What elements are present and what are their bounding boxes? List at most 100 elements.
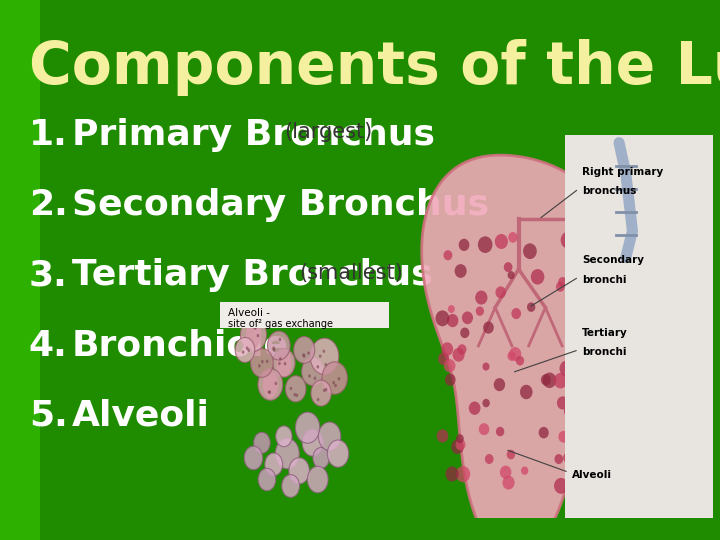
Circle shape bbox=[459, 239, 469, 251]
Circle shape bbox=[454, 264, 467, 278]
Circle shape bbox=[564, 405, 575, 417]
Ellipse shape bbox=[264, 372, 277, 397]
Circle shape bbox=[572, 246, 579, 254]
Text: 3.: 3. bbox=[29, 259, 68, 292]
Circle shape bbox=[273, 348, 276, 352]
Circle shape bbox=[279, 338, 282, 341]
Circle shape bbox=[564, 241, 572, 249]
Circle shape bbox=[314, 376, 316, 380]
Circle shape bbox=[444, 250, 452, 260]
Circle shape bbox=[334, 384, 337, 387]
Circle shape bbox=[446, 467, 459, 482]
Circle shape bbox=[523, 244, 537, 259]
Circle shape bbox=[453, 348, 464, 362]
Circle shape bbox=[289, 458, 310, 484]
Circle shape bbox=[554, 373, 567, 388]
Circle shape bbox=[294, 336, 315, 363]
Circle shape bbox=[284, 362, 287, 366]
Circle shape bbox=[242, 350, 245, 354]
Circle shape bbox=[307, 352, 310, 355]
Circle shape bbox=[539, 427, 549, 438]
Ellipse shape bbox=[247, 322, 260, 348]
Text: Alveoli: Alveoli bbox=[72, 399, 210, 433]
Circle shape bbox=[325, 388, 328, 392]
Circle shape bbox=[567, 449, 580, 464]
Circle shape bbox=[593, 253, 603, 265]
Circle shape bbox=[333, 381, 335, 384]
Circle shape bbox=[311, 380, 331, 406]
Text: Bronchiole: Bronchiole bbox=[72, 329, 289, 362]
Circle shape bbox=[269, 390, 271, 394]
Circle shape bbox=[457, 344, 467, 355]
Circle shape bbox=[556, 282, 564, 292]
Circle shape bbox=[500, 465, 511, 479]
Text: Alveoli -: Alveoli - bbox=[228, 308, 270, 318]
Circle shape bbox=[322, 362, 347, 394]
Circle shape bbox=[521, 467, 528, 475]
Text: Right primary: Right primary bbox=[582, 167, 663, 177]
Circle shape bbox=[448, 305, 455, 313]
Circle shape bbox=[441, 342, 453, 356]
Circle shape bbox=[258, 369, 283, 400]
Circle shape bbox=[275, 438, 300, 469]
Circle shape bbox=[456, 439, 466, 450]
Circle shape bbox=[240, 318, 266, 352]
Circle shape bbox=[253, 433, 270, 453]
Circle shape bbox=[307, 467, 328, 492]
FancyBboxPatch shape bbox=[565, 135, 713, 518]
Text: bronchus: bronchus bbox=[582, 186, 636, 197]
Text: site of² gas exchange: site of² gas exchange bbox=[228, 319, 333, 329]
Circle shape bbox=[520, 385, 533, 399]
Circle shape bbox=[563, 453, 572, 463]
Circle shape bbox=[261, 360, 264, 363]
Circle shape bbox=[246, 347, 248, 350]
Text: bronchi: bronchi bbox=[582, 274, 626, 285]
Circle shape bbox=[494, 378, 505, 391]
Circle shape bbox=[559, 431, 569, 443]
Circle shape bbox=[559, 361, 574, 377]
Circle shape bbox=[274, 382, 277, 385]
Circle shape bbox=[496, 427, 504, 436]
Circle shape bbox=[597, 261, 604, 270]
FancyBboxPatch shape bbox=[220, 302, 389, 328]
Text: (smallest): (smallest) bbox=[299, 262, 402, 283]
Circle shape bbox=[482, 399, 490, 407]
Circle shape bbox=[456, 434, 464, 443]
Text: Tertiary: Tertiary bbox=[582, 328, 628, 338]
Circle shape bbox=[318, 422, 341, 450]
Polygon shape bbox=[422, 155, 616, 540]
Text: Tertiary Bronchus: Tertiary Bronchus bbox=[72, 259, 433, 292]
Circle shape bbox=[438, 353, 449, 365]
Circle shape bbox=[511, 308, 521, 319]
Circle shape bbox=[589, 437, 600, 450]
Circle shape bbox=[338, 377, 341, 381]
Circle shape bbox=[436, 310, 449, 326]
Circle shape bbox=[485, 454, 494, 464]
Circle shape bbox=[583, 427, 590, 435]
Text: 1.: 1. bbox=[29, 118, 68, 152]
Circle shape bbox=[272, 346, 275, 350]
Circle shape bbox=[495, 286, 506, 299]
Circle shape bbox=[325, 363, 327, 366]
Circle shape bbox=[286, 376, 306, 402]
Circle shape bbox=[447, 314, 459, 327]
Text: Secondary: Secondary bbox=[582, 255, 644, 265]
Circle shape bbox=[589, 403, 598, 413]
Circle shape bbox=[507, 450, 515, 460]
Circle shape bbox=[531, 269, 544, 285]
Ellipse shape bbox=[277, 350, 291, 376]
Circle shape bbox=[588, 392, 595, 401]
Circle shape bbox=[295, 394, 298, 397]
Circle shape bbox=[508, 351, 516, 361]
FancyBboxPatch shape bbox=[0, 0, 40, 540]
Circle shape bbox=[279, 357, 282, 361]
Circle shape bbox=[600, 474, 610, 485]
Text: Alveoli: Alveoli bbox=[572, 470, 612, 480]
Circle shape bbox=[479, 423, 490, 435]
Circle shape bbox=[444, 359, 456, 373]
Circle shape bbox=[561, 232, 575, 248]
Circle shape bbox=[253, 326, 256, 329]
Circle shape bbox=[508, 232, 518, 242]
Circle shape bbox=[558, 277, 567, 287]
Circle shape bbox=[476, 306, 484, 316]
